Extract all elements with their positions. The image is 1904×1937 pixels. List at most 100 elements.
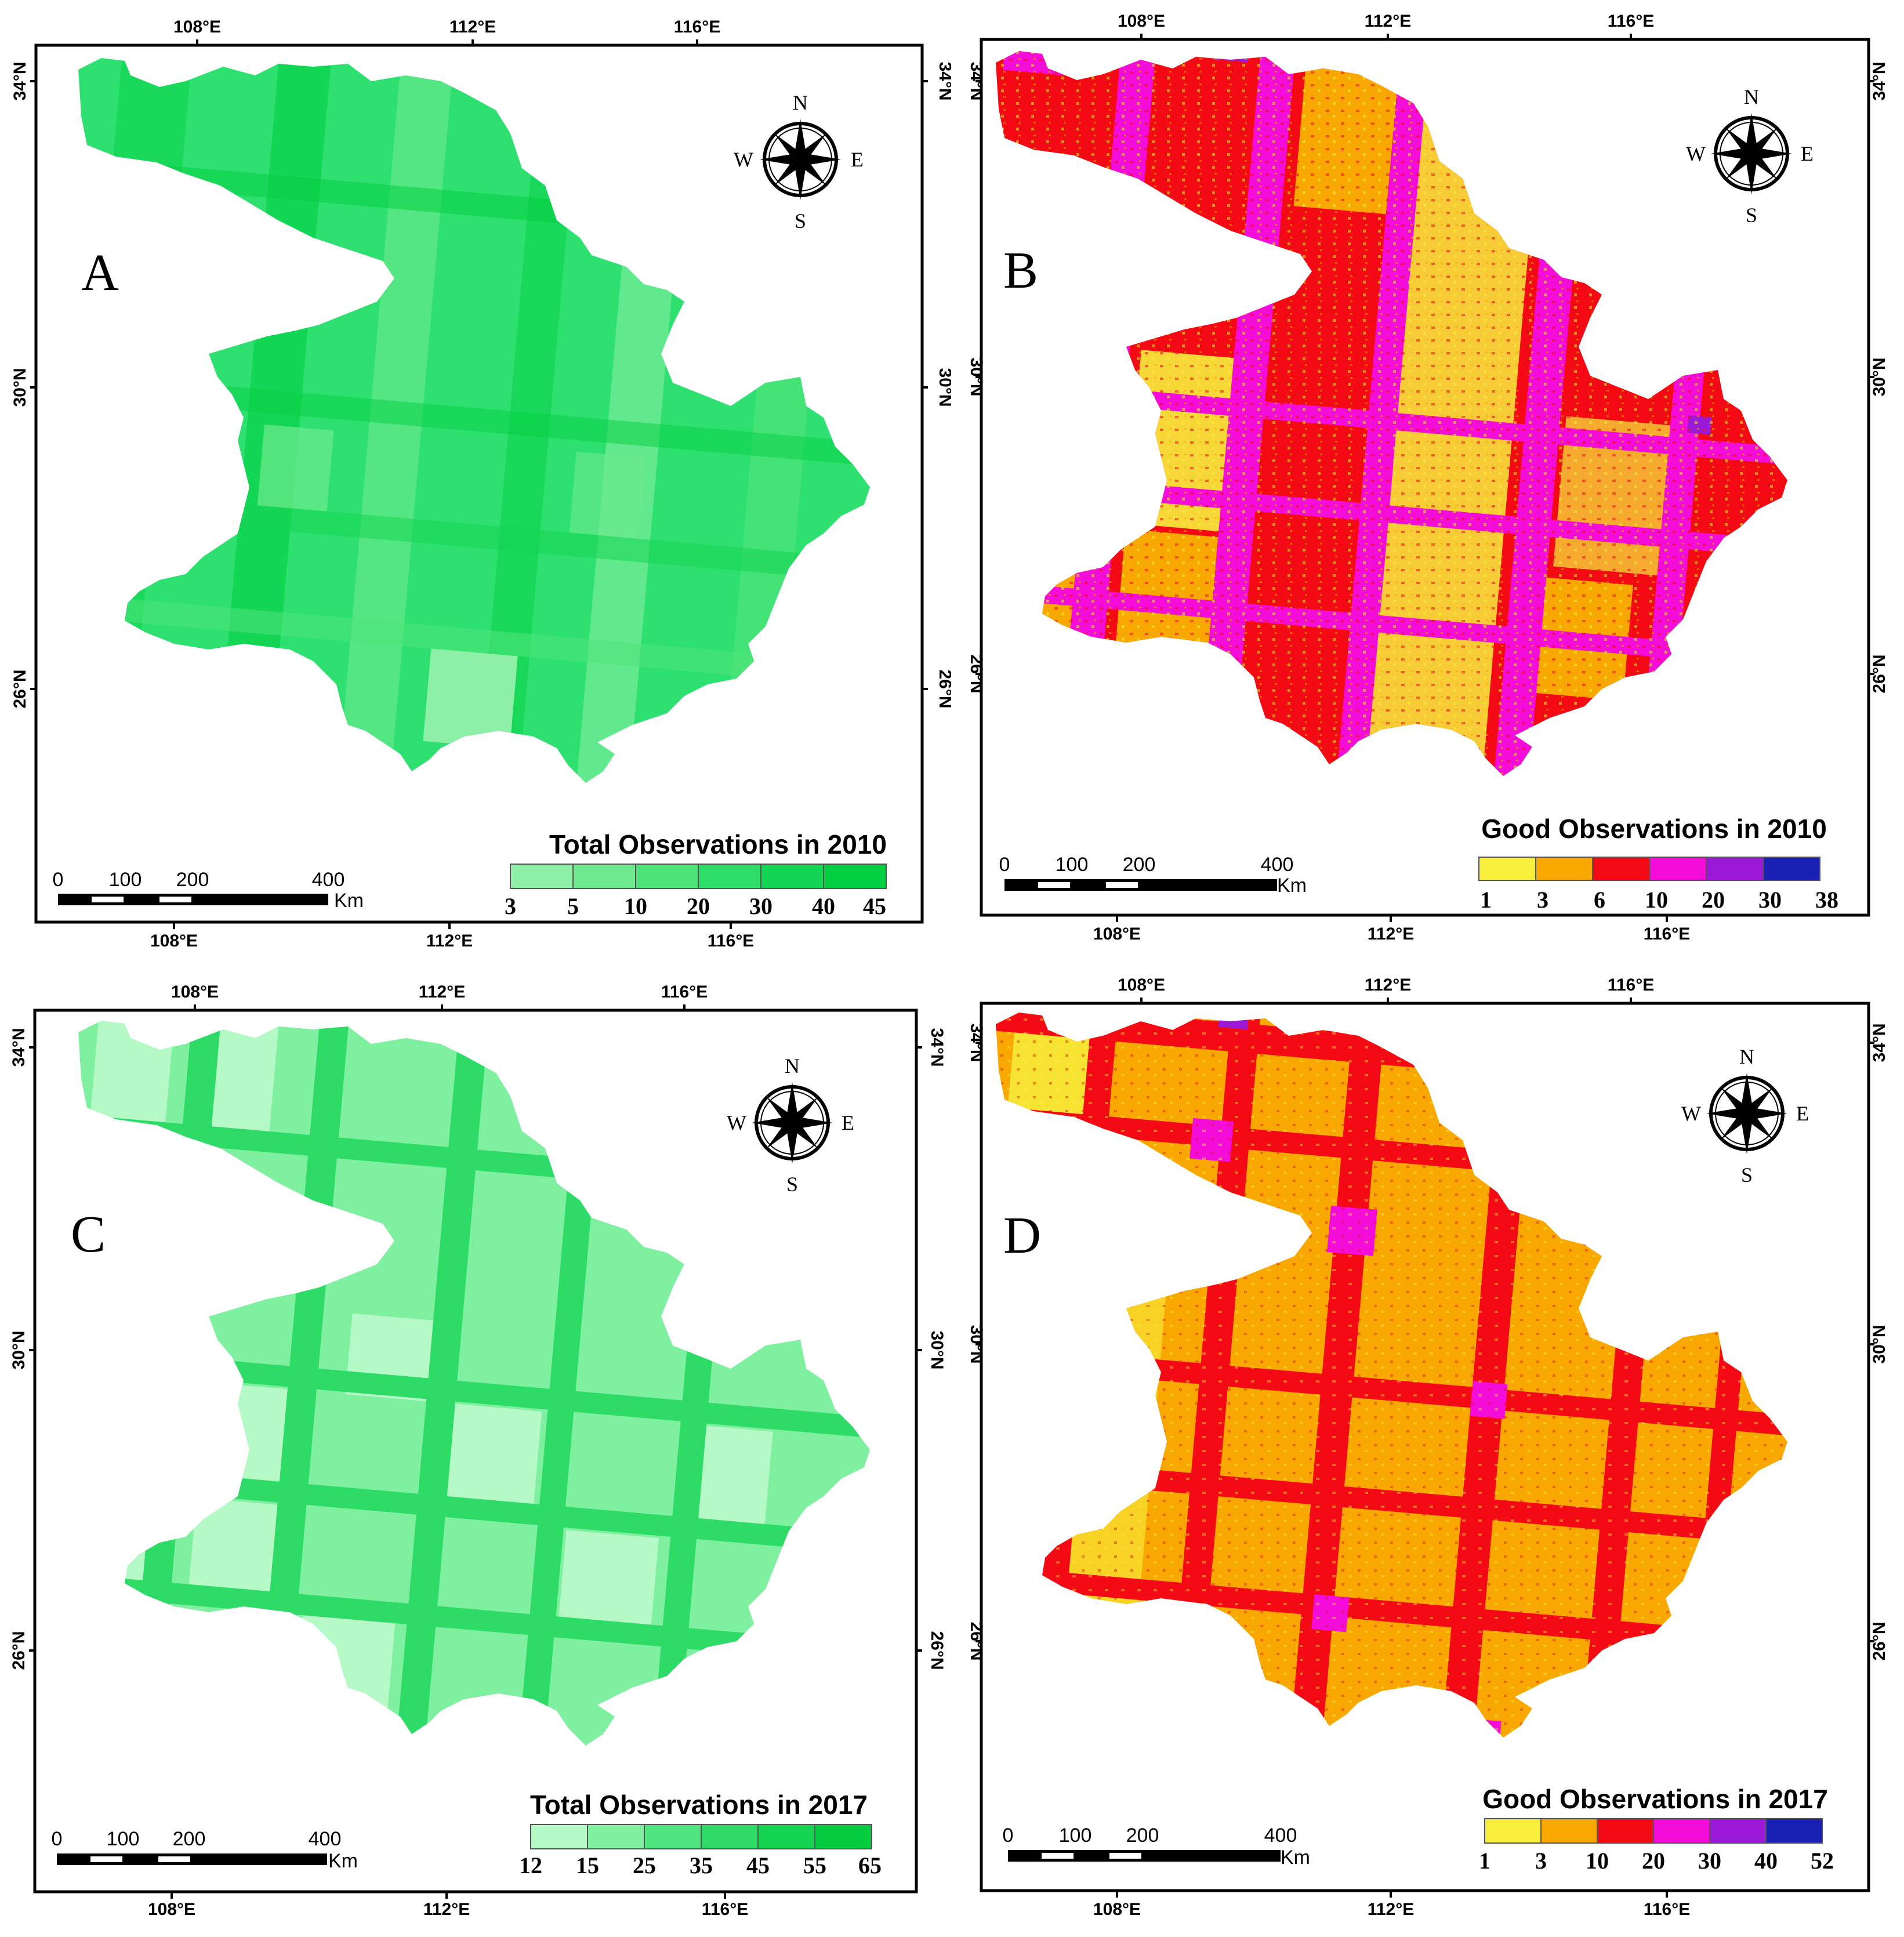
legend-tick: 10 bbox=[624, 893, 647, 919]
legend-tick: 30 bbox=[749, 893, 773, 919]
compass-s: S bbox=[1741, 1163, 1753, 1187]
compass-e: E bbox=[1801, 142, 1814, 165]
compass-rose: N S E W bbox=[734, 91, 864, 233]
top-lon-label-1: 108°E bbox=[1118, 975, 1165, 995]
right-lat-label-2: 30°N bbox=[1870, 357, 1889, 396]
scale-unit: Km bbox=[1277, 875, 1307, 897]
right-lat-label-3: 26°N bbox=[927, 1631, 946, 1670]
legend-tick: 45 bbox=[863, 893, 886, 919]
legend-tick: 38 bbox=[1815, 887, 1838, 913]
right-lat-label-3: 26°N bbox=[935, 669, 951, 708]
bottom-lon-label-1: 108°E bbox=[148, 1900, 195, 1919]
bottom-lon-label-2: 112°E bbox=[423, 1900, 470, 1919]
legend-swatch bbox=[644, 1824, 702, 1849]
panel-a-total-observations-2010: 108°E 112°E 116°E 108°E 112°E 116°E 34°N… bbox=[0, 0, 955, 966]
legend: Total Observations in 2017 12 15 25 35 4… bbox=[519, 1790, 882, 1878]
legend-swatch bbox=[1762, 857, 1820, 881]
legend-swatch bbox=[757, 1824, 815, 1849]
compass-n: N bbox=[785, 1054, 800, 1078]
scale-unit: Km bbox=[334, 890, 364, 912]
panel-letter: D bbox=[1003, 1207, 1041, 1264]
compass-s: S bbox=[795, 209, 806, 233]
compass-w: W bbox=[727, 1111, 746, 1134]
observation-raster bbox=[78, 58, 870, 783]
map-svg: 108°E 112°E 116°E 108°E 112°E 116°E 34°N… bbox=[967, 975, 1889, 1919]
scale-unit: Km bbox=[1281, 1847, 1310, 1869]
bottom-lon-label-3: 116°E bbox=[1644, 1900, 1690, 1919]
legend-tick: 5 bbox=[567, 893, 579, 919]
left-lat-label-2: 30°N bbox=[10, 368, 30, 407]
legend-swatch bbox=[587, 1824, 645, 1849]
scale-num-0: 0 bbox=[999, 854, 1010, 876]
bottom-lon-label-1: 108°E bbox=[1093, 1900, 1141, 1919]
legend-swatch bbox=[698, 864, 761, 889]
bottom-lon-label-2: 112°E bbox=[1368, 924, 1414, 944]
bottom-lon-label-1: 108°E bbox=[150, 931, 198, 951]
legend-tick: 40 bbox=[1754, 1848, 1778, 1874]
bottom-lon-label-3: 116°E bbox=[1644, 924, 1690, 944]
compass-e: E bbox=[851, 148, 864, 171]
left-lat-label-3: 26°N bbox=[9, 1631, 28, 1670]
legend-tick: 20 bbox=[687, 893, 710, 919]
scale-num-400: 400 bbox=[1261, 854, 1294, 876]
legend-swatch bbox=[1653, 1818, 1710, 1844]
compass-w: W bbox=[1681, 1102, 1701, 1125]
top-lon-label-2: 112°E bbox=[1365, 12, 1411, 31]
map-frame bbox=[980, 38, 1870, 917]
scale-num-100: 100 bbox=[109, 869, 142, 891]
right-lat-label-3: 26°N bbox=[1870, 1622, 1889, 1660]
legend-swatch bbox=[1649, 857, 1707, 881]
legend-swatch bbox=[1478, 857, 1536, 881]
scale-bar: 0 100 200 400 Km bbox=[52, 1828, 358, 1872]
top-lon-label-3: 116°E bbox=[1608, 12, 1654, 31]
bottom-lon-label-3: 116°E bbox=[702, 1900, 748, 1919]
legend-swatch bbox=[510, 864, 574, 889]
legend-swatch bbox=[1484, 1818, 1542, 1844]
left-lat-label-1: 34°N bbox=[9, 1028, 28, 1067]
axis-ticks bbox=[29, 1004, 922, 1899]
scale-unit: Km bbox=[328, 1850, 358, 1872]
map-svg: 108°E 112°E 116°E 108°E 112°E 116°E 34°N… bbox=[10, 17, 955, 951]
legend-tick: 3 bbox=[1535, 1848, 1547, 1874]
legend-tick: 65 bbox=[858, 1852, 882, 1878]
legend-title: Total Observations in 2017 bbox=[530, 1790, 868, 1820]
legend-swatch bbox=[760, 864, 824, 889]
left-lat-label-1: 34°N bbox=[967, 61, 986, 100]
right-lat-label-2: 30°N bbox=[927, 1330, 946, 1369]
legend-swatch bbox=[530, 1824, 588, 1849]
legend-tick: 1 bbox=[1479, 1848, 1490, 1874]
top-lon-label-3: 116°E bbox=[1608, 975, 1654, 995]
right-lat-label-1: 34°N bbox=[935, 61, 951, 100]
compass-n: N bbox=[1739, 1045, 1754, 1068]
compass-e: E bbox=[842, 1111, 854, 1134]
scale-bar: 0 100 200 400 Km bbox=[999, 854, 1307, 897]
legend-swatch bbox=[823, 864, 887, 889]
map-svg: 108°E 112°E 116°E 108°E 112°E 116°E 34°N… bbox=[9, 982, 946, 1919]
compass-s: S bbox=[786, 1173, 798, 1196]
legend-tick: 45 bbox=[746, 1852, 770, 1878]
right-lat-label-2: 30°N bbox=[935, 368, 951, 407]
bottom-lon-label-2: 112°E bbox=[426, 931, 473, 951]
scale-num-0: 0 bbox=[53, 869, 64, 891]
legend-tick: 35 bbox=[690, 1852, 713, 1878]
scale-num-200: 200 bbox=[173, 1828, 206, 1850]
legend-swatch bbox=[1592, 857, 1650, 881]
scale-bar: 0 100 200 400 Km bbox=[1003, 1824, 1310, 1869]
map-frame bbox=[34, 43, 924, 924]
legend-title: Good Observations in 2017 bbox=[1482, 1784, 1828, 1814]
legend-tick: 12 bbox=[519, 1852, 542, 1878]
legend-tick: 20 bbox=[1702, 887, 1725, 913]
compass-n: N bbox=[1744, 85, 1759, 108]
scale-num-400: 400 bbox=[312, 869, 345, 891]
legend: Good Observations in 2010 1 3 6 10 20 30… bbox=[1478, 814, 1838, 913]
scale-num-200: 200 bbox=[1123, 854, 1156, 876]
compass-rose: N S E W bbox=[1681, 1045, 1809, 1187]
legend-tick: 1 bbox=[1480, 887, 1492, 913]
scale-num-200: 200 bbox=[176, 869, 209, 891]
panel-letter: C bbox=[71, 1206, 106, 1263]
top-lon-label-2: 112°E bbox=[1365, 975, 1411, 995]
axis-ticks bbox=[30, 39, 928, 929]
legend-tick: 30 bbox=[1758, 887, 1782, 913]
left-lat-label-2: 30°N bbox=[967, 1325, 986, 1363]
left-lat-label-3: 26°N bbox=[967, 1622, 986, 1660]
